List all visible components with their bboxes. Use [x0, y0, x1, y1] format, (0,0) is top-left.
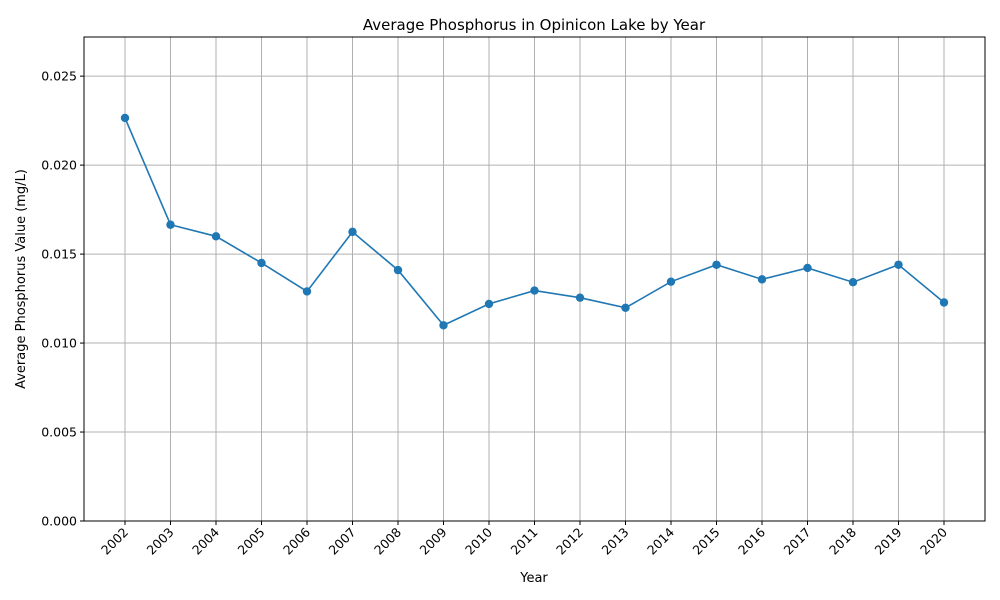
y-tick-label: 0.005 [41, 425, 77, 440]
chart-title: Average Phosphorus in Opinicon Lake by Y… [363, 16, 706, 34]
data-point [803, 263, 812, 273]
x-tick-label: 2016 [735, 524, 768, 557]
x-tick-label: 2020 [917, 524, 950, 557]
x-tick-label: 2012 [553, 525, 586, 558]
data-point [621, 303, 630, 313]
x-tick-label: 2004 [189, 524, 222, 557]
x-tick-label: 2015 [690, 525, 723, 558]
data-point [757, 275, 767, 284]
y-tick-label: 0.025 [41, 69, 77, 84]
data-point [211, 232, 221, 241]
data-point [848, 278, 858, 287]
y-axis: 0.000 0.005 0.010 0.015 0.020 0.025 [41, 69, 84, 529]
y-axis-label: Average Phosphorus Value (mg/L) [14, 169, 29, 389]
x-tick-label: 2010 [462, 524, 495, 557]
data-point [257, 258, 266, 268]
y-tick-label: 0.000 [41, 514, 77, 529]
x-tick-label: 2003 [144, 525, 177, 558]
grid-layer [84, 37, 985, 522]
x-tick-label: 2011 [508, 525, 541, 558]
x-tick-label: 2018 [826, 524, 859, 557]
x-tick-label: 2019 [872, 524, 905, 557]
x-axis: 2002 2003 2004 2005 2006 2007 2008 2009 2010 2011… [98, 521, 950, 558]
data-point [348, 227, 357, 237]
data-point [439, 321, 448, 330]
data-point [666, 277, 676, 286]
data-point [166, 220, 175, 229]
x-tick-label: 2005 [235, 525, 268, 558]
data-point [575, 293, 585, 302]
x-tick-label: 2006 [280, 524, 313, 557]
x-axis-label: Year [519, 571, 548, 586]
data-point [302, 287, 312, 296]
series-layer [120, 113, 949, 330]
data-point [484, 299, 494, 309]
x-tick-label: 2007 [326, 525, 359, 558]
y-tick-label: 0.015 [41, 247, 77, 262]
data-point [393, 265, 403, 275]
data-point [120, 113, 130, 123]
data-point [939, 298, 949, 307]
x-tick-label: 2013 [599, 525, 632, 558]
y-tick-label: 0.020 [41, 158, 77, 173]
x-tick-label: 2017 [781, 525, 814, 558]
x-tick-label: 2009 [417, 524, 450, 557]
x-tick-label: 2014 [644, 524, 677, 557]
x-tick-label: 2002 [98, 525, 131, 558]
data-point [530, 286, 539, 295]
x-tick-label: 2008 [371, 524, 404, 557]
y-tick-label: 0.010 [41, 336, 77, 351]
data-point [712, 260, 721, 269]
data-point [894, 260, 903, 269]
